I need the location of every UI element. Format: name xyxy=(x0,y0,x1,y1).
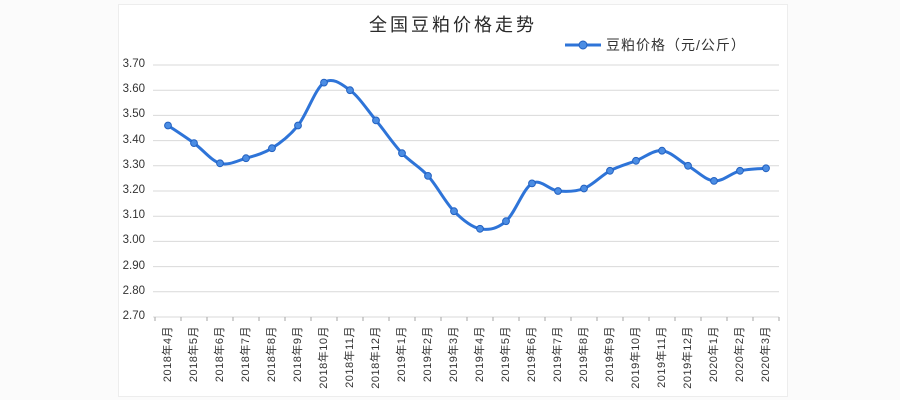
chart-panel xyxy=(118,4,788,397)
data-point-marker xyxy=(606,166,614,175)
x-axis-label: 2018年11月 xyxy=(344,326,356,388)
data-point-marker xyxy=(632,156,640,165)
data-point-marker xyxy=(580,184,588,193)
x-axis-label: 2020年1月 xyxy=(708,326,720,383)
chart-title: 全国豆粕价格走势 xyxy=(369,15,537,35)
x-axis-label: 2019年3月 xyxy=(448,326,460,383)
y-tick-label: 3.00 xyxy=(122,234,145,247)
x-axis-label: 2019年1月 xyxy=(396,326,408,383)
x-axis-label: 2018年4月 xyxy=(162,326,174,383)
y-tick-label: 3.50 xyxy=(122,108,145,121)
x-axis-label: 2019年12月 xyxy=(682,326,694,389)
data-point-marker xyxy=(268,144,276,153)
x-axis-label: 2019年11月 xyxy=(656,326,668,388)
y-tick-label: 3.40 xyxy=(122,133,145,146)
x-axis-label: 2018年10月 xyxy=(318,326,330,389)
y-tick-label: 3.20 xyxy=(122,184,145,196)
data-point-marker xyxy=(164,121,172,130)
data-point-marker xyxy=(476,224,484,233)
y-tick-label: 3.60 xyxy=(122,83,145,96)
data-point-marker xyxy=(502,217,510,226)
x-axis-label: 2018年6月 xyxy=(214,326,226,383)
data-point-marker xyxy=(736,166,744,175)
x-axis-label: 2019年2月 xyxy=(422,326,434,383)
x-axis-label: 2019年5月 xyxy=(500,326,512,383)
data-point-marker xyxy=(190,139,198,148)
data-point-marker xyxy=(762,164,770,173)
x-axis-label: 2019年4月 xyxy=(474,326,486,383)
data-point-marker xyxy=(320,78,328,87)
x-axis-label: 2018年8月 xyxy=(266,326,278,383)
data-point-marker xyxy=(684,161,692,170)
y-tick-label: 2.90 xyxy=(122,259,145,272)
x-axis-label: 2018年9月 xyxy=(292,326,304,383)
data-point-marker xyxy=(294,121,302,130)
legend-label: 豆粕价格（元/公斤） xyxy=(606,37,746,53)
x-axis-label: 2018年5月 xyxy=(188,326,200,383)
data-point-marker xyxy=(554,187,562,195)
data-point-marker xyxy=(346,86,354,95)
data-point-marker xyxy=(450,207,458,216)
legend-line-marker-icon xyxy=(565,40,601,50)
y-tick-label: 3.30 xyxy=(122,158,145,171)
data-point-marker xyxy=(398,149,406,158)
x-axis-label: 2018年12月 xyxy=(370,326,382,389)
data-point-marker xyxy=(242,154,250,163)
x-axis-label: 2019年9月 xyxy=(604,326,616,383)
x-axis-label: 2019年8月 xyxy=(578,326,590,383)
x-axis-label: 2020年3月 xyxy=(760,326,772,383)
y-tick-label: 2.80 xyxy=(122,284,145,297)
data-point-marker xyxy=(710,177,718,185)
x-axis-label: 2019年10月 xyxy=(630,326,642,389)
x-axis-label: 2020年2月 xyxy=(734,326,746,383)
data-point-marker xyxy=(528,179,536,188)
data-point-marker xyxy=(658,146,666,155)
data-point-marker xyxy=(216,159,224,168)
data-point-marker xyxy=(372,116,380,125)
y-tick-label: 3.10 xyxy=(122,209,145,222)
legend: 豆粕价格（元/公斤） xyxy=(564,37,746,53)
data-point-marker xyxy=(424,172,432,180)
x-axis-label: 2019年7月 xyxy=(552,326,564,383)
y-tick-label: 3.70 xyxy=(122,58,145,70)
x-axis-label: 2019年6月 xyxy=(526,326,538,383)
y-tick-label: 2.70 xyxy=(122,310,145,322)
x-axis-label: 2018年7月 xyxy=(240,326,252,383)
series-line xyxy=(166,78,768,231)
